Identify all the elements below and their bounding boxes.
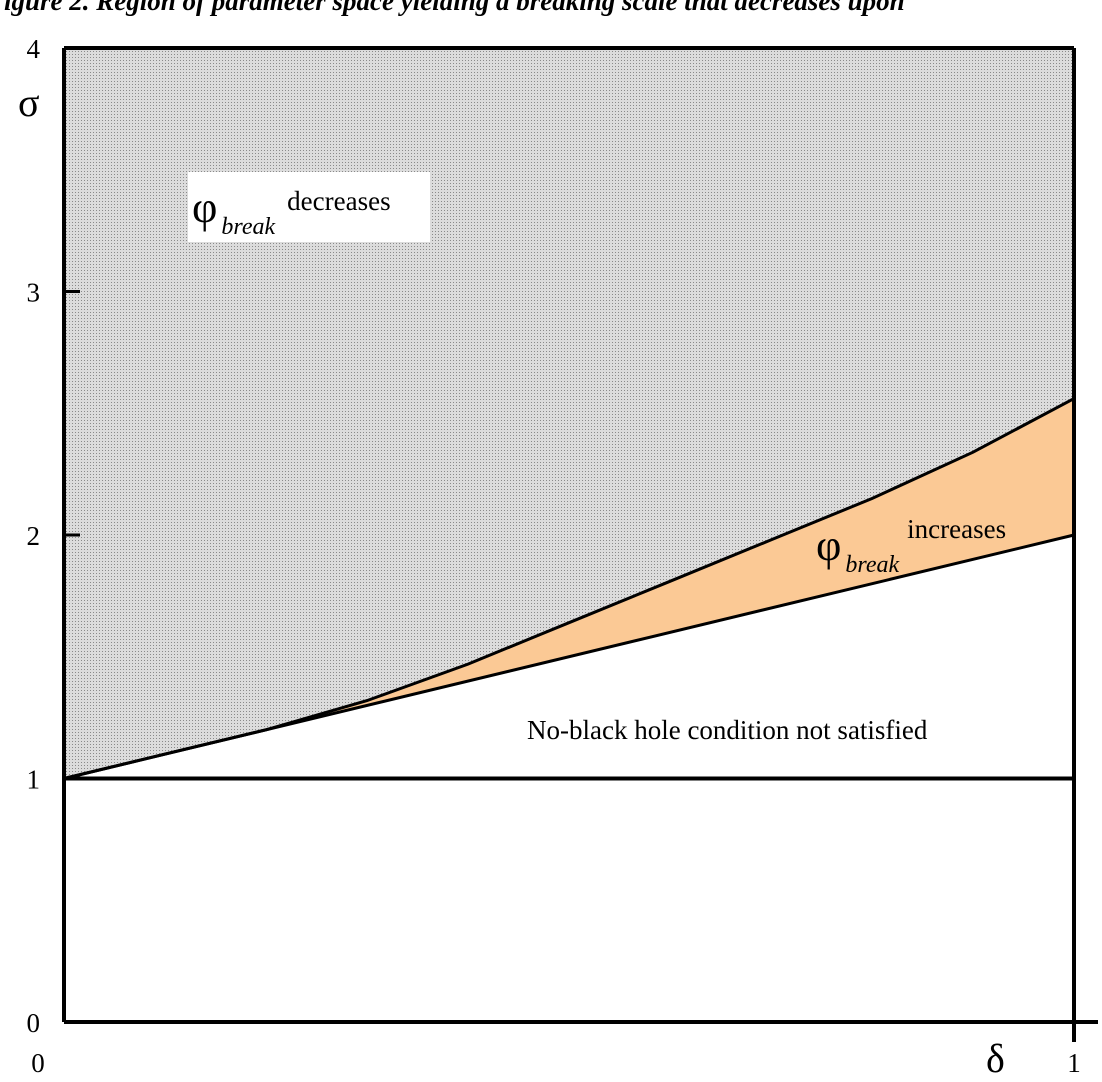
break-subscript: break	[221, 214, 275, 240]
figure-caption: igure 2. Region of parameter space yield…	[4, 0, 905, 16]
svg-text:φ break increa: φ break increases	[816, 514, 1006, 578]
x-axis-label: δ	[986, 1036, 1005, 1081]
phi-symbol: φ	[192, 183, 217, 232]
y-axis-label: σ	[18, 80, 40, 125]
y-tick-label: 4	[27, 34, 41, 64]
y-tick-label: 0	[27, 1008, 41, 1038]
y-ticks: 0 1 2 3 4	[27, 34, 80, 1038]
y-tick-label: 2	[27, 521, 41, 551]
y-tick-label: 3	[27, 278, 41, 308]
phi-symbol: φ	[816, 521, 841, 570]
region-decreases	[64, 48, 1074, 779]
lower-boundary-line	[63, 533, 1075, 780]
break-subscript: break	[845, 552, 899, 578]
x-tick-label: 1	[1067, 1048, 1081, 1078]
increases-text: increases	[907, 514, 1006, 544]
decreases-text: decreases	[287, 186, 390, 216]
svg-text:φ break decrea: φ break decreases	[192, 183, 391, 240]
label-decreases: φ break decreases	[188, 172, 430, 242]
label-not-satisfied: No-black hole condition not satisfied	[527, 715, 928, 745]
y-tick-label: 1	[27, 765, 41, 795]
label-increases: φ break increases	[816, 514, 1006, 578]
x-tick-label: 0	[31, 1048, 45, 1078]
